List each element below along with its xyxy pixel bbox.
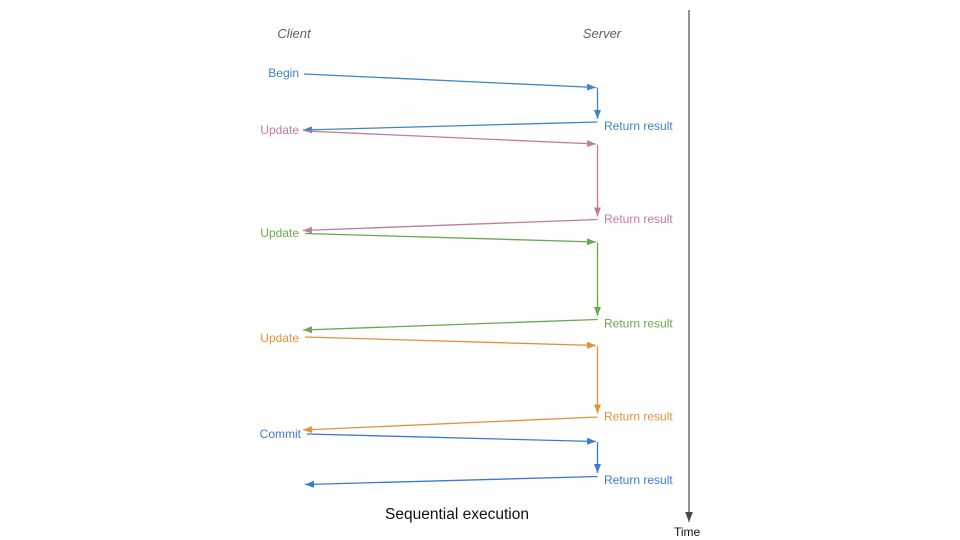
message-commit-return-label: Return result (604, 473, 673, 487)
server-column-label: Server (583, 26, 622, 41)
message-begin-return-label: Return result (604, 119, 673, 133)
message-update-3: Update Return result (260, 331, 673, 434)
message-commit-request-line (306, 433, 597, 445)
message-update-2-return-label: Return result (604, 317, 673, 331)
message-update-2-return-line (302, 318, 598, 334)
message-commit: Commit Return result (260, 427, 673, 488)
message-commit-request-label: Commit (260, 427, 302, 441)
client-column-label: Client (277, 26, 312, 41)
message-update-2: Update Return result (260, 226, 673, 334)
message-update-2-request-line (304, 232, 597, 246)
message-begin-return-line (302, 121, 598, 134)
time-axis-label: Time (674, 525, 701, 539)
diagram-caption: Sequential execution (385, 506, 529, 523)
message-update-1-request-label: Update (260, 123, 299, 137)
message-update-1-return-label: Return result (604, 212, 673, 226)
message-update-2-request-label: Update (260, 226, 299, 240)
message-commit-return-line (304, 475, 598, 488)
message-update-1-return-line (302, 218, 598, 234)
message-update-3-request-line (304, 336, 597, 349)
message-update-1-request-line (304, 130, 597, 148)
message-update-3-return-line (302, 416, 598, 434)
message-begin-request-label: Begin (268, 66, 299, 80)
message-update-3-request-label: Update (260, 331, 299, 345)
message-begin: Begin Return result (268, 66, 673, 134)
message-begin-request-line (303, 73, 597, 91)
message-update-1: Update Return result (260, 123, 673, 234)
message-update-3-return-label: Return result (604, 410, 673, 424)
time-axis: Time (674, 10, 701, 539)
